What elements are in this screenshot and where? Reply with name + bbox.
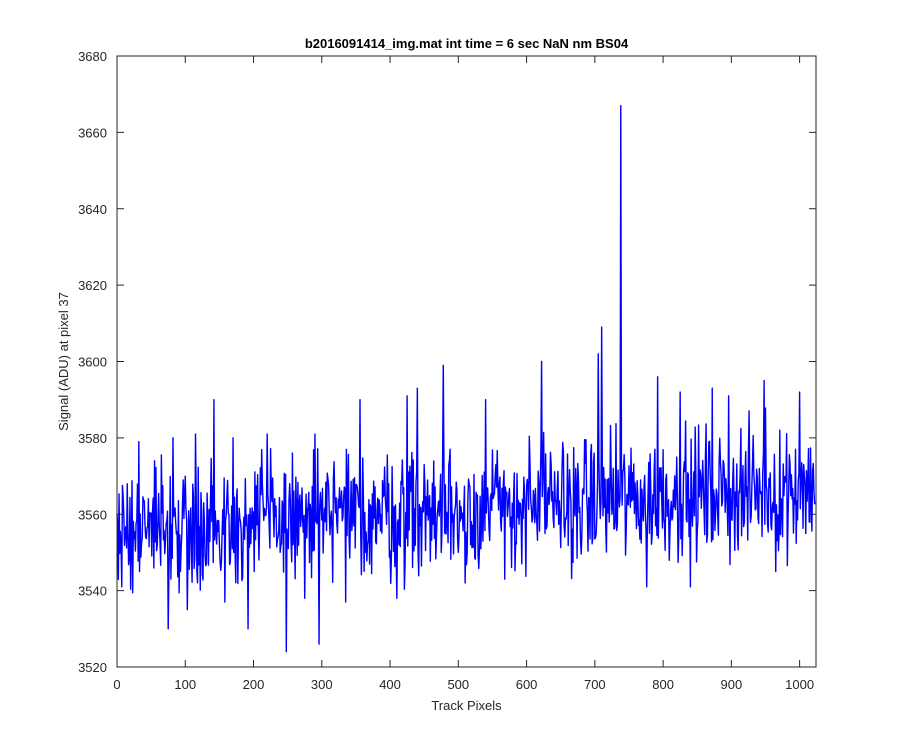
x-tick-label: 800 [652, 677, 674, 692]
y-tick-label: 3580 [78, 431, 107, 446]
plot-area [117, 56, 816, 667]
series-line [116, 104, 816, 653]
x-axis-label: Track Pixels [431, 698, 502, 713]
x-tick-label: 500 [447, 677, 469, 692]
y-tick-label: 3660 [78, 125, 107, 140]
plot-frame [116, 55, 817, 668]
x-tick-label: 300 [311, 677, 333, 692]
chart-title: b2016091414_img.mat int time = 6 sec NaN… [305, 36, 629, 51]
x-tick-label: 400 [379, 677, 401, 692]
y-tick-label: 3680 [78, 49, 107, 64]
x-tick-label: 0 [113, 677, 120, 692]
axis-tick-labels: 0 100 200 300 400 500 600 700 800 900 1000 3520 3540… [78, 49, 814, 692]
x-tick-label: 100 [174, 677, 196, 692]
y-tick-label: 3600 [78, 355, 107, 370]
y-tick-label: 3520 [78, 660, 107, 675]
x-tick-label: 1000 [785, 677, 814, 692]
y-axis-label: Signal (ADU) at pixel 37 [56, 292, 71, 431]
x-tick-label: 700 [584, 677, 606, 692]
y-tick-label: 3540 [78, 584, 107, 599]
x-tick-label: 600 [516, 677, 538, 692]
y-tick-label: 3620 [78, 278, 107, 293]
y-tick-label: 3640 [78, 202, 107, 217]
x-tick-label: 900 [721, 677, 743, 692]
y-tick-label: 3560 [78, 507, 107, 522]
x-tick-label: 200 [243, 677, 265, 692]
